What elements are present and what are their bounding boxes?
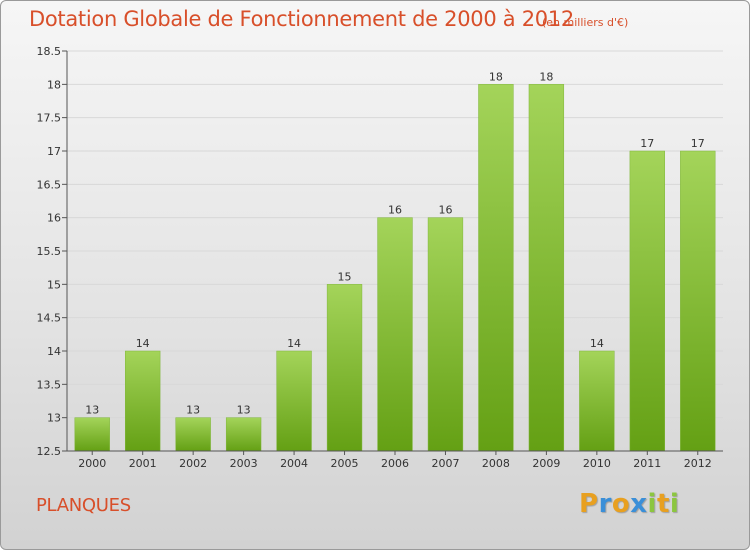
value-label-2009: 18 — [539, 70, 553, 83]
value-label-2005: 15 — [338, 270, 352, 283]
value-label-2006: 16 — [388, 204, 402, 217]
x-tick-label-2001: 2001 — [129, 457, 157, 470]
y-tick-label: 12.5 — [37, 445, 62, 458]
logo-letter: t — [656, 489, 670, 519]
y-tick-label: 16 — [47, 212, 61, 225]
logo-letter: x — [630, 489, 648, 519]
y-tick-label: 13 — [47, 412, 61, 425]
bar-2001 — [125, 350, 161, 452]
x-tick-label-2006: 2006 — [381, 457, 409, 470]
value-label-2002: 13 — [186, 404, 200, 417]
bar-2003 — [225, 417, 262, 452]
logo-letter: o — [611, 489, 631, 519]
y-tick-label: 14 — [47, 345, 61, 358]
value-label-2011: 17 — [640, 137, 654, 150]
value-label-2000: 13 — [85, 404, 99, 417]
bar-2010 — [579, 350, 615, 452]
y-tick-label: 17.5 — [37, 112, 62, 125]
value-label-2010: 14 — [590, 337, 604, 350]
y-tick-label: 13.5 — [37, 378, 62, 391]
y-tick-label: 16.5 — [37, 178, 62, 191]
bars — [74, 84, 716, 452]
bar-2006 — [377, 217, 413, 452]
x-tick-label-2004: 2004 — [280, 457, 308, 470]
y-tick-label: 14.5 — [37, 312, 62, 325]
y-tick-label: 18 — [47, 78, 61, 91]
logo-letter: i — [669, 489, 680, 519]
y-tick-label: 15 — [47, 278, 61, 291]
logo-letter: r — [598, 489, 612, 519]
y-tick-label: 15.5 — [37, 245, 62, 258]
value-label-2012: 17 — [691, 137, 705, 150]
logo-letter: P — [579, 489, 599, 519]
bar-2000 — [74, 417, 110, 452]
bar-2012 — [680, 150, 716, 452]
bar-2008 — [478, 84, 514, 452]
value-label-2001: 14 — [136, 337, 150, 350]
chart-title: Dotation Globale de Fonctionnement de 20… — [29, 7, 574, 31]
x-tick-label-2007: 2007 — [431, 457, 459, 470]
value-labels: 13 14 13 13 14 15 16 16 18 18 14 17 17 — [85, 70, 705, 416]
x-tick-label-2003: 2003 — [230, 457, 258, 470]
x-tick-label-2009: 2009 — [532, 457, 560, 470]
x-tick-label-2008: 2008 — [482, 457, 510, 470]
chart-subtitle: (en milliers d'€) — [542, 16, 629, 29]
y-tick-label: 17 — [47, 145, 61, 158]
value-label-2007: 16 — [438, 204, 452, 217]
x-tick-label-2002: 2002 — [179, 457, 207, 470]
x-tick-label-2000: 2000 — [78, 457, 106, 470]
bar-2009 — [528, 84, 565, 452]
bar-2004 — [276, 350, 312, 452]
x-tick-label-2010: 2010 — [583, 457, 611, 470]
x-tick-label-2005: 2005 — [331, 457, 359, 470]
y-tick-label: 18.5 — [37, 45, 62, 58]
commune-name: PLANQUES — [36, 495, 131, 516]
bar-2011 — [629, 150, 665, 452]
x-tick-label-2011: 2011 — [633, 457, 661, 470]
bar-2002 — [175, 417, 211, 452]
bar-2005 — [326, 284, 363, 452]
bar-2007 — [427, 217, 464, 452]
axes: 12.5 13 13.5 14 14.5 15 15.5 16 16.5 17 17.5 18 18.5… — [37, 45, 723, 470]
value-label-2008: 18 — [489, 70, 503, 83]
logo-letter: i — [647, 489, 657, 519]
proxiti-logo[interactable]: Proxiti — [579, 489, 679, 519]
x-tick-label-2012: 2012 — [684, 457, 712, 470]
value-label-2004: 14 — [287, 337, 301, 350]
value-label-2003: 13 — [237, 404, 251, 417]
